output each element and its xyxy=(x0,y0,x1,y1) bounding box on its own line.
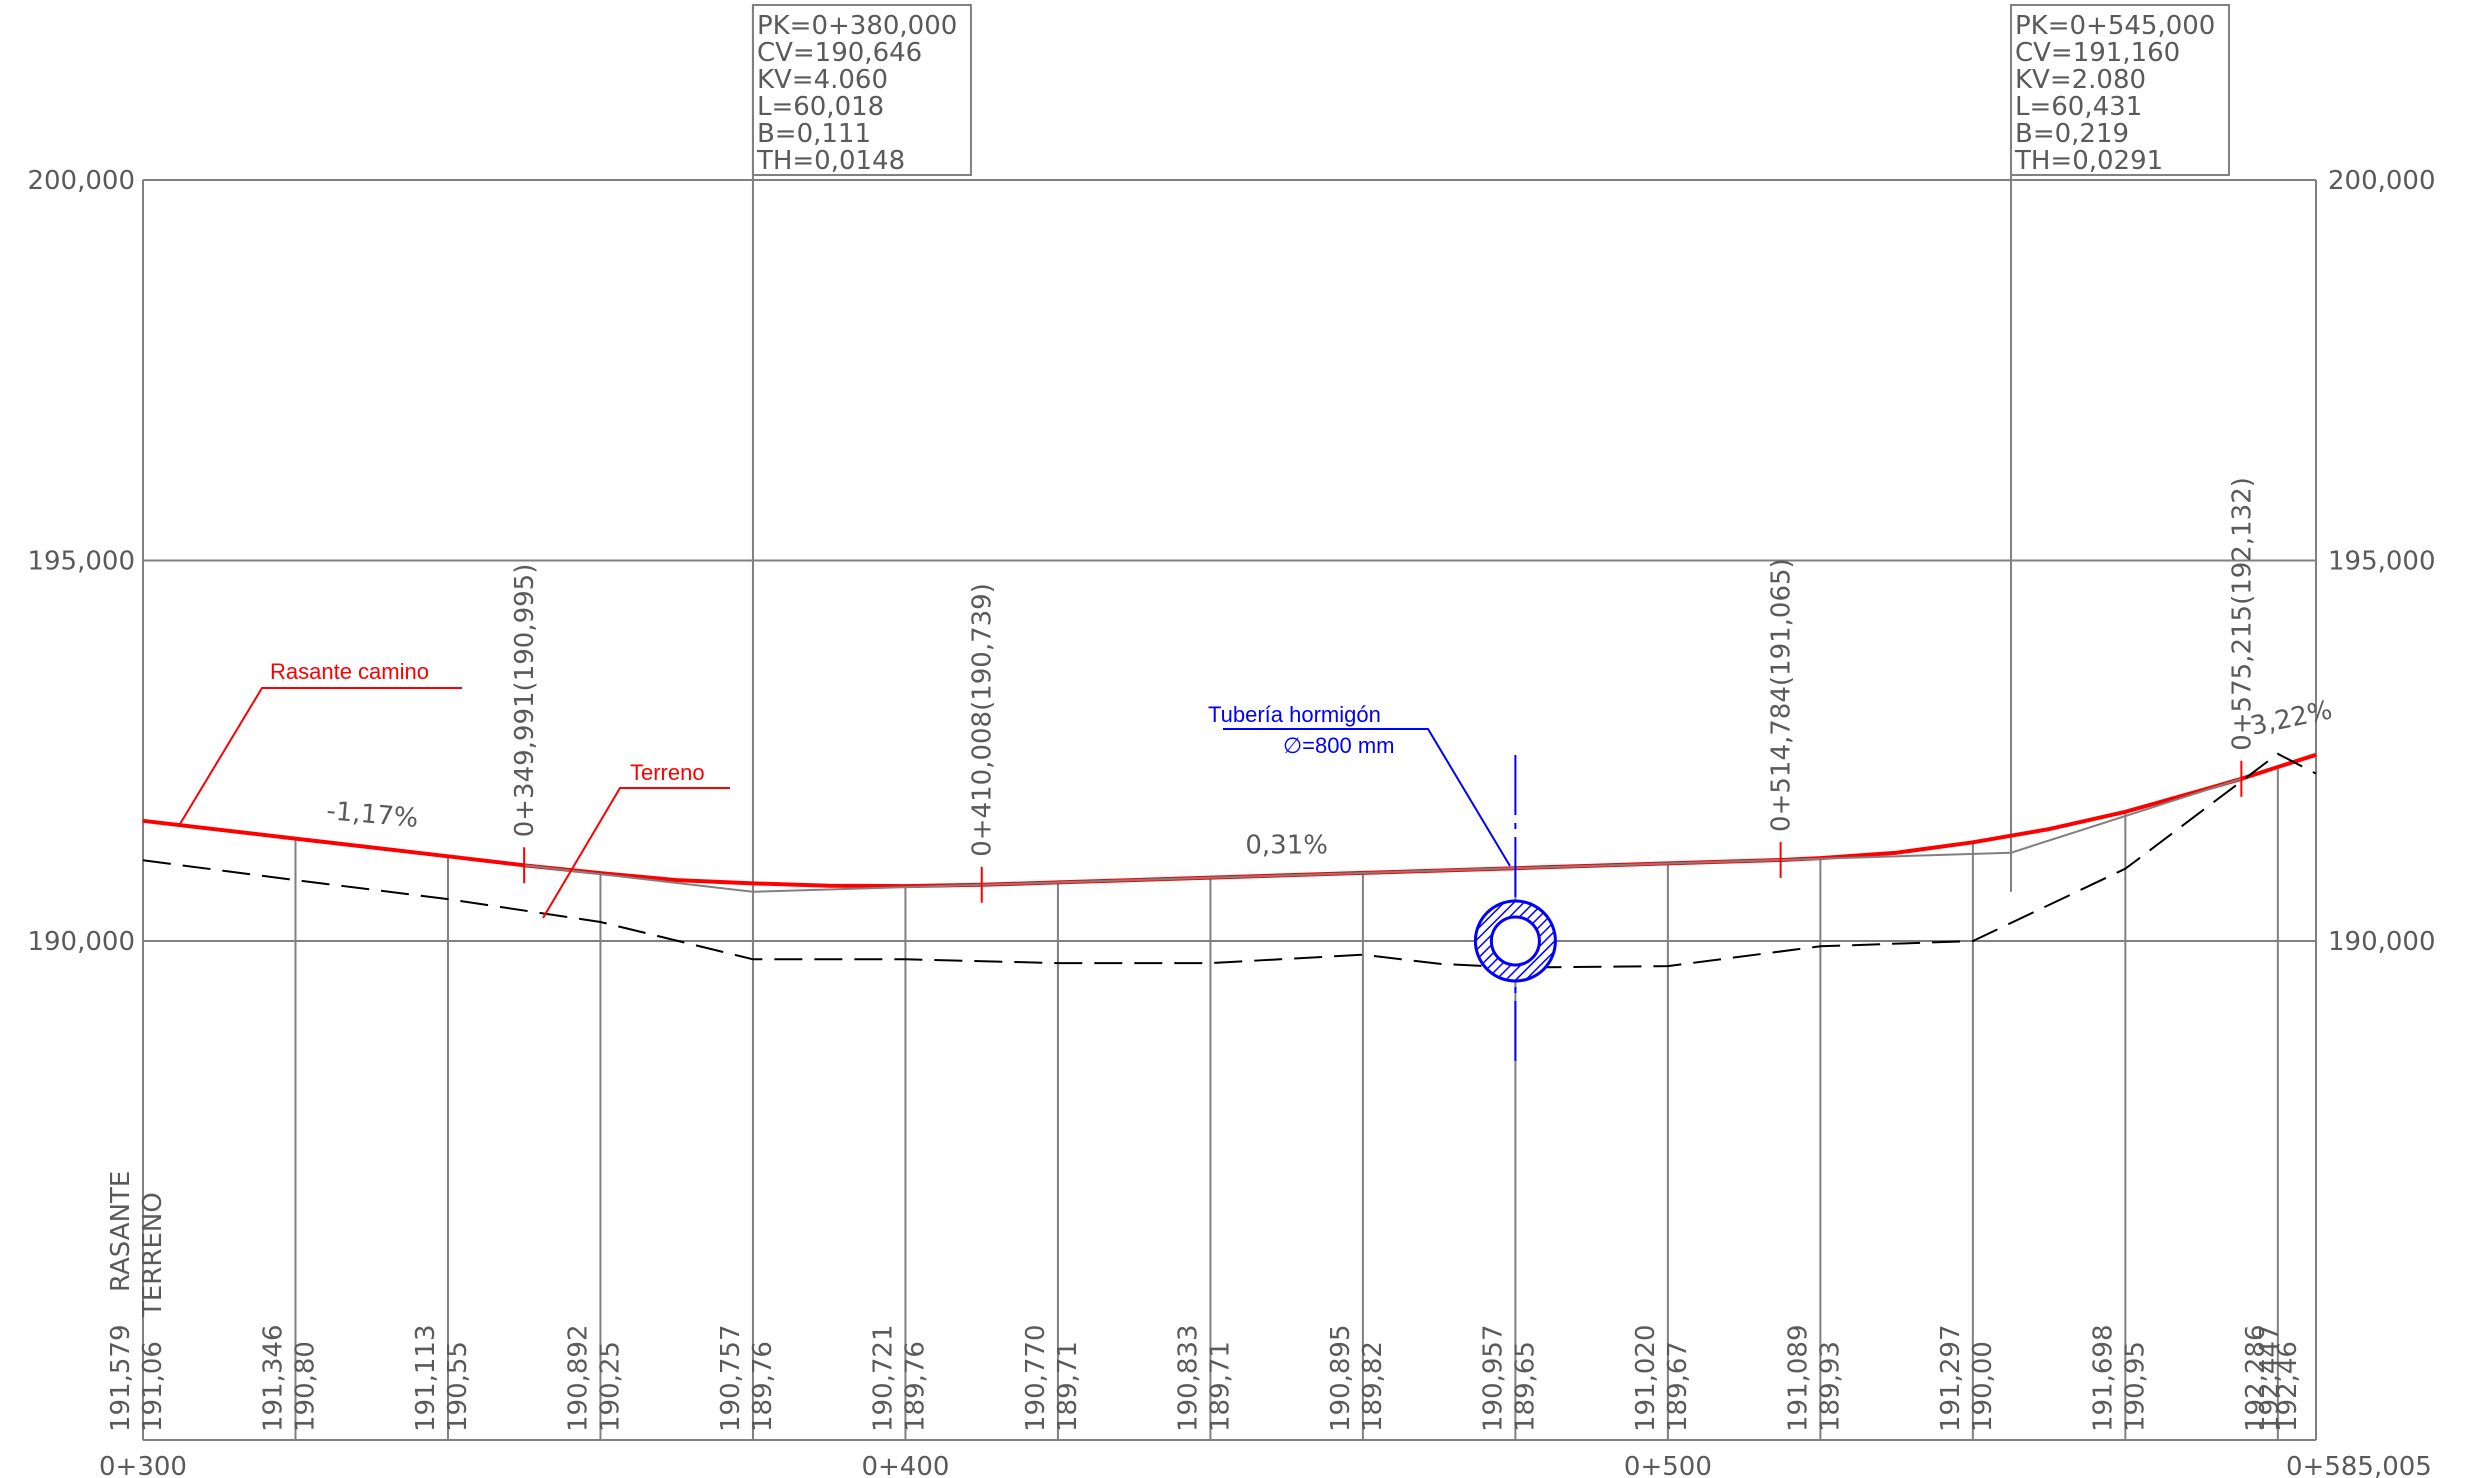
terreno-value: 190,95 xyxy=(2120,1341,2150,1432)
terreno-value: 189,65 xyxy=(1510,1341,1540,1432)
tangent-label: 0+575,215(192,132) xyxy=(2227,477,2257,751)
terreno-value: 189,76 xyxy=(748,1341,778,1432)
rasante-value: 190,721 xyxy=(868,1324,898,1432)
rasante-value: 191,089 xyxy=(1783,1324,1813,1432)
tangent-points: 0+349,991(190,995) 0+410,008(190,739) 0+51… xyxy=(510,477,2257,903)
rasante-value: 192,447 xyxy=(2255,1324,2285,1432)
elevation-grid xyxy=(143,179,2316,942)
terreno-value: 189,71 xyxy=(1053,1341,1083,1432)
elevation-label-right: 195,000 xyxy=(2328,547,2436,577)
rasante-value: 190,957 xyxy=(1478,1324,1508,1432)
curve-table-line: TH=0,0291 xyxy=(2014,146,2163,176)
rasante-value: 190,895 xyxy=(1326,1324,1356,1432)
rasante-value: 190,892 xyxy=(563,1324,593,1432)
elevation-label-right: 200,000 xyxy=(2328,166,2436,196)
curve-table-line: KV=4.060 xyxy=(757,65,888,95)
tangent-label: 0+410,008(190,739) xyxy=(968,583,998,857)
terreno-annotation: Terreno xyxy=(630,760,705,785)
terreno-value: 191,06 xyxy=(138,1341,168,1432)
station-labels: 0+300 0+400 0+500 0+585,005 xyxy=(99,1452,2432,1478)
tuberia-diameter: ∅=800 mm xyxy=(1283,733,1394,758)
annotations: Rasante camino Terreno Tubería hormigón ∅=8… xyxy=(179,659,1511,919)
rasante-value: 191,020 xyxy=(1631,1324,1661,1432)
terreno-value: 190,80 xyxy=(290,1341,320,1432)
terreno-value: 189,67 xyxy=(1663,1341,1693,1432)
tuberia-leader xyxy=(1223,728,1511,867)
rasante-line xyxy=(142,752,2317,889)
grade-label: -1,17% xyxy=(325,796,419,834)
rasante-value: 191,346 xyxy=(258,1324,288,1432)
elevation-label-left: 200,000 xyxy=(27,166,135,196)
elevation-label-left: 195,000 xyxy=(27,547,135,577)
tangent-label: 0+514,784(191,065) xyxy=(1767,558,1797,832)
terreno-value: 189,82 xyxy=(1358,1341,1388,1432)
terreno-line xyxy=(142,752,2317,969)
profile-frame xyxy=(142,180,2317,1441)
curve-table-line: CV=191,160 xyxy=(2015,38,2180,68)
rasante-leader xyxy=(179,687,462,825)
curve-table-line: L=60,018 xyxy=(757,92,884,122)
station-label: 0+500 xyxy=(1624,1452,1712,1478)
curve-table-line: B=0,219 xyxy=(2015,119,2129,149)
station-label: 0+585,005 xyxy=(2286,1452,2432,1478)
terreno-leader xyxy=(542,787,730,919)
rasante-value: 190,770 xyxy=(1021,1324,1051,1432)
tangent-label: 0+349,991(190,995) xyxy=(510,564,540,838)
elevation-labels: 200,000 200,000 195,000 195,000 190,000 190,0… xyxy=(27,166,2435,957)
grade-label: 0,31% xyxy=(1245,830,1328,860)
pipe-inner xyxy=(1489,915,1541,967)
rasante-value: 191,579 xyxy=(106,1324,136,1432)
band-header-rasante: RASANTE xyxy=(106,1171,136,1292)
terreno-value: 192,46 xyxy=(2273,1341,2303,1432)
rasante-value: 192,286 xyxy=(2241,1324,2271,1432)
curve-table-line: CV=190,646 xyxy=(757,38,922,68)
terreno-value: 190,25 xyxy=(595,1341,625,1432)
rasante-value: 190,833 xyxy=(1173,1324,1203,1432)
data-band: 191,579 191,06 191,346 190,80 191,113 190,55 1… xyxy=(106,1171,2303,1432)
rasante-annotation: Rasante camino xyxy=(270,659,429,684)
vertical-curve-tables: PK=0+380,000CV=190,646KV=4.060L=60,018B=… xyxy=(751,4,2230,892)
station-label: 0+400 xyxy=(861,1452,949,1478)
elevation-label-left: 190,000 xyxy=(27,927,135,957)
rasante-value: 190,757 xyxy=(716,1324,746,1432)
curve-table-line: PK=0+380,000 xyxy=(757,11,957,41)
curve-table-line: PK=0+545,000 xyxy=(2015,11,2215,41)
tangent-polyline xyxy=(524,777,2242,893)
terreno-value: 190,55 xyxy=(443,1341,473,1432)
curve-table-box xyxy=(751,4,972,176)
rasante-value: 191,297 xyxy=(1936,1324,1966,1432)
curve-table-box xyxy=(2009,4,2230,176)
terreno-value: 189,76 xyxy=(900,1341,930,1432)
profile-lines xyxy=(142,752,2317,969)
station-label: 0+300 xyxy=(99,1452,187,1478)
band-header-terreno: TERRENO xyxy=(138,1192,168,1318)
curve-table-line: KV=2.080 xyxy=(2015,65,2146,95)
tuberia-annotation: Tubería hormigón xyxy=(1208,702,1381,727)
curve-table-line: B=0,111 xyxy=(757,119,871,149)
curve-table-line: L=60,431 xyxy=(2015,92,2142,122)
pipe-crossing xyxy=(1473,755,1557,1063)
station-lines xyxy=(294,767,2279,1440)
rasante-value: 191,698 xyxy=(2088,1324,2118,1432)
rasante-value: 191,113 xyxy=(411,1324,441,1432)
terreno-value: 190,00 xyxy=(1968,1341,1998,1432)
terreno-value: 189,71 xyxy=(1205,1341,1235,1432)
terreno-value: 189,93 xyxy=(1815,1341,1845,1432)
curve-table-line: TH=0,0148 xyxy=(756,146,905,176)
elevation-label-right: 190,000 xyxy=(2328,927,2436,957)
grade-label: 3,22% xyxy=(2248,695,2335,742)
